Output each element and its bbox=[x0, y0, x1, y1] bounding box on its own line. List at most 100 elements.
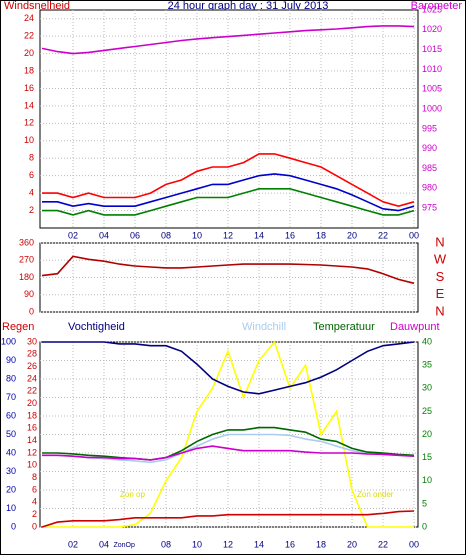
x-tick-label: 08 bbox=[161, 230, 171, 240]
annotation: Zon onder bbox=[357, 490, 394, 499]
y-tick-label: N bbox=[435, 234, 444, 249]
y-tick-label: 15 bbox=[422, 452, 432, 462]
y-tick-label: W bbox=[434, 252, 447, 267]
y-tick-label: 975 bbox=[422, 203, 437, 213]
y-tick-label: 0 bbox=[422, 521, 427, 531]
series-line bbox=[42, 341, 415, 395]
y-label: Windsnelheid bbox=[4, 0, 70, 12]
x-tick-label: 08 bbox=[161, 539, 171, 549]
y-tick-label: 18 bbox=[27, 410, 37, 420]
y-tick-label: S bbox=[436, 269, 445, 284]
y-tick-label: 30 bbox=[6, 466, 16, 476]
series-line bbox=[41, 25, 415, 55]
x-tick-label: 02 bbox=[68, 230, 78, 240]
series-line bbox=[42, 173, 415, 212]
y-tick-label: 8 bbox=[29, 153, 34, 163]
x-tick-label: 20 bbox=[347, 539, 357, 549]
y-tick-label: 10 bbox=[27, 460, 37, 470]
y-tick-label: 1000 bbox=[422, 103, 442, 113]
y-tick-label: 10 bbox=[6, 503, 16, 513]
series-line bbox=[42, 340, 414, 528]
y-tick-label: 5 bbox=[422, 498, 427, 508]
y-tick-label: 30 bbox=[27, 336, 37, 346]
x-tick-label: 02 bbox=[68, 539, 78, 549]
y-tick-label: 10 bbox=[24, 135, 34, 145]
x-tick-label: 12 bbox=[223, 539, 233, 549]
y-tick-label: 6 bbox=[32, 484, 37, 494]
y-tick-label: 14 bbox=[27, 435, 37, 445]
y-tick-label: 4 bbox=[29, 187, 34, 197]
y-tick-label: 20 bbox=[422, 429, 432, 439]
y2-label: Barometer bbox=[411, 0, 463, 12]
y-tick-label: 18 bbox=[24, 65, 34, 75]
series-line bbox=[41, 510, 415, 528]
x-tick-label: 22 bbox=[378, 539, 388, 549]
y-tick-label: 50 bbox=[6, 429, 16, 439]
series-line bbox=[42, 426, 415, 461]
y-tick-label: 16 bbox=[27, 423, 37, 433]
y-tick-label: 26 bbox=[27, 361, 37, 371]
y-tick-label: 30 bbox=[422, 383, 432, 393]
y-tick-label: 22 bbox=[27, 386, 37, 396]
x-tick-label: 10 bbox=[192, 230, 202, 240]
y-tick-label: 985 bbox=[422, 163, 437, 173]
y-tick-label: 2 bbox=[32, 509, 37, 519]
y-tick-label: 360 bbox=[19, 237, 34, 247]
y-tick-label: E bbox=[436, 286, 445, 301]
y-tick-label: 0 bbox=[32, 521, 37, 531]
y-tick-label: 28 bbox=[27, 349, 37, 359]
x-tick-label: 10 bbox=[192, 539, 202, 549]
y-tick-label: 270 bbox=[19, 255, 34, 265]
series-line bbox=[42, 188, 415, 216]
legend-entry: Windchill bbox=[242, 321, 286, 333]
y-tick-label: 10 bbox=[422, 475, 432, 485]
x-tick-label: 22 bbox=[378, 230, 388, 240]
x-tick-label: 14 bbox=[254, 539, 264, 549]
x-tick-label: 06 bbox=[130, 230, 140, 240]
legend-entry: Dauwpunt bbox=[390, 321, 440, 333]
y-tick-label: 100 bbox=[1, 336, 16, 346]
x-tick-label: 16 bbox=[285, 539, 295, 549]
y-tick-label: 70 bbox=[6, 392, 16, 402]
y-tick-label: 90 bbox=[24, 289, 34, 299]
x-tick-label: 12 bbox=[223, 230, 233, 240]
series-line bbox=[42, 445, 415, 461]
x-tick-label: 04 bbox=[99, 539, 109, 549]
y-tick-label: 24 bbox=[27, 373, 37, 383]
y-tick-label: 180 bbox=[19, 272, 34, 282]
y-tick-label: 90 bbox=[6, 355, 16, 365]
y-tick-label: 40 bbox=[422, 336, 432, 346]
y-tick-label: 1015 bbox=[422, 44, 442, 54]
legend-entry: Temperatuur bbox=[313, 321, 375, 333]
series-line bbox=[42, 433, 415, 464]
x-tick-label: 18 bbox=[316, 230, 326, 240]
y-tick-label: N bbox=[435, 303, 444, 318]
y-tick-label: 1025 bbox=[422, 4, 442, 14]
y-tick-label: 25 bbox=[422, 406, 432, 416]
x-tick-label: ZonOp bbox=[113, 542, 135, 549]
y-tick-label: 995 bbox=[422, 123, 437, 133]
y-tick-label: 1020 bbox=[422, 24, 442, 34]
y-tick-label: 0 bbox=[11, 521, 16, 531]
y-tick-label: 20 bbox=[6, 484, 16, 494]
y-tick-label: 80 bbox=[6, 373, 16, 383]
y-tick-label: 24 bbox=[24, 13, 34, 23]
plot-area bbox=[39, 9, 419, 229]
x-tick-label: 00 bbox=[409, 539, 419, 549]
y-tick-label: 20 bbox=[24, 48, 34, 58]
series-line bbox=[41, 255, 415, 285]
y-tick-label: 14 bbox=[24, 100, 34, 110]
x-tick-label: 14 bbox=[254, 230, 264, 240]
y-tick-label: 60 bbox=[6, 410, 16, 420]
y-tick-label: 6 bbox=[29, 170, 34, 180]
x-tick-label: 20 bbox=[347, 230, 357, 240]
y-tick-label: 40 bbox=[6, 447, 16, 457]
y-tick-label: 2 bbox=[29, 205, 34, 215]
y-tick-label: 12 bbox=[27, 447, 37, 457]
annotation: Zon op bbox=[120, 490, 145, 499]
y-tick-label: 4 bbox=[32, 497, 37, 507]
legend-entry: Vochtigheid bbox=[68, 321, 125, 333]
y-tick-label: 35 bbox=[422, 360, 432, 370]
chart-title: 24 hour graph day : 31 July 2013 bbox=[168, 0, 329, 12]
